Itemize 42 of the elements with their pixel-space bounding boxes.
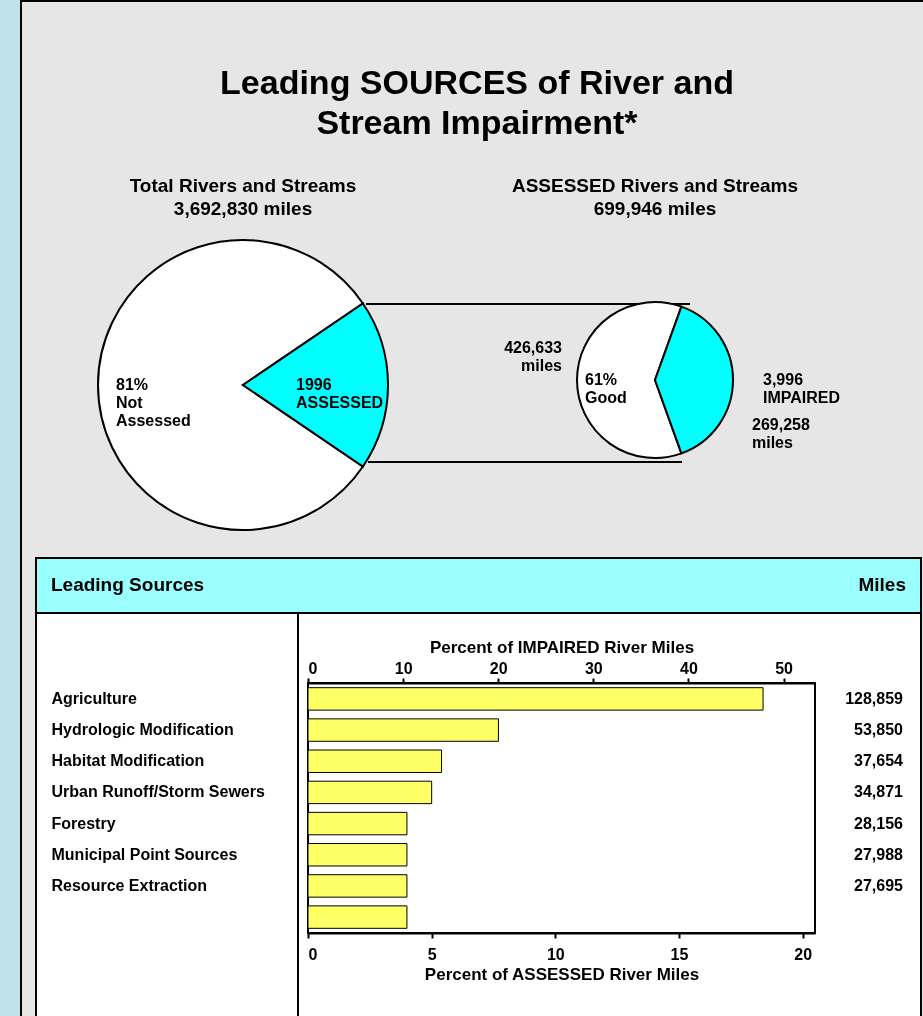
text: 37,654 [854, 752, 904, 770]
y-tick-label: Forestry [51, 814, 116, 832]
text: 269,258 miles [752, 416, 810, 451]
x2-tick-label: 30 [584, 659, 603, 677]
text: 426,633 miles [504, 339, 563, 374]
x2-axis-title: Percent of IMPAIRED River Miles [429, 637, 695, 657]
y-tick-label: Urban Runoff/Storm Sewers [51, 783, 265, 801]
x2-tick-label: 50 [775, 659, 794, 677]
x-axis-title: Percent of ASSESSED River Miles [424, 964, 700, 984]
chart-subtitle: 3,692,830 miles [173, 198, 313, 219]
y-tick-label: Hydrologic Modification [51, 721, 234, 739]
text: 53,850 [854, 721, 904, 739]
x2-tick-label: 40 [680, 659, 698, 677]
data-label: 61% [585, 371, 618, 388]
text: 34,871 [854, 783, 904, 801]
slice-label: Not Assessed [116, 394, 191, 429]
x-tick-label: 5 [427, 945, 437, 963]
x-tick-label: 15 [670, 945, 689, 963]
x-tick-label: 10 [546, 945, 565, 963]
y-tick-label: Agriculture [51, 689, 137, 707]
data-label: 81% [116, 376, 149, 393]
y-tick-label: Resource Extraction [51, 876, 208, 894]
slice-label: Good [585, 389, 627, 406]
chart-subtitle: 699,946 miles [593, 198, 717, 219]
text: 128,859 [845, 689, 904, 707]
text: 27,988 [854, 845, 904, 863]
text: Leading SOURCES of River and Stream Impairment* [219, 62, 735, 142]
x2-tick-label: 10 [394, 659, 413, 677]
slice-label: 1996 ASSESSED [296, 376, 384, 411]
text: 27,695 [854, 876, 904, 894]
x-tick-label: 0 [308, 945, 318, 963]
text: Leading Sources [51, 574, 205, 596]
text: 28,156 [854, 814, 904, 832]
text: Miles [858, 574, 906, 596]
chart-title: ASSESSED Rivers and Streams [511, 175, 799, 196]
y-tick-label: Municipal Point Sources [51, 845, 238, 863]
x2-tick-label: 0 [308, 659, 318, 677]
chart-title: Total Rivers and Streams [129, 175, 357, 196]
y-tick-label: Habitat Modification [51, 752, 205, 770]
x-tick-label: 20 [794, 945, 813, 963]
slice-label: 3,996 IMPAIRED [763, 371, 841, 406]
x2-tick-label: 20 [489, 659, 508, 677]
